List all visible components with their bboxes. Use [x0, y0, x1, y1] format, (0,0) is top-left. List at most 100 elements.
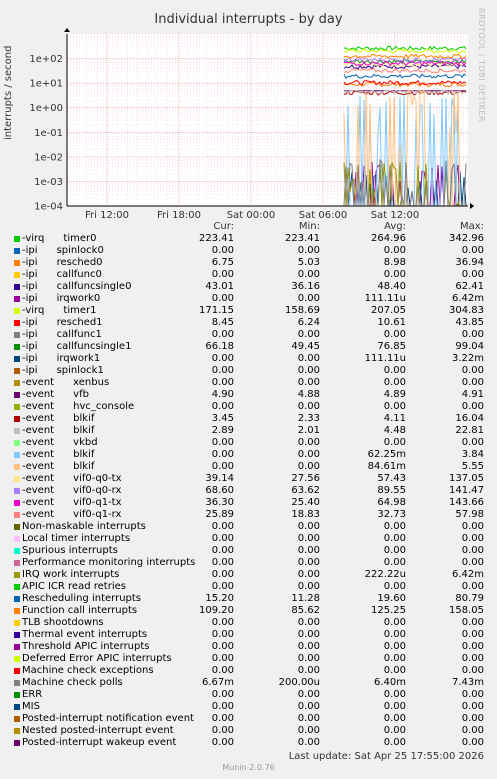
legend-avg-value: 4.11	[383, 413, 406, 424]
legend-label: MIS	[22, 701, 40, 712]
legend-avg-value: 8.98	[383, 257, 406, 268]
y-tick-label: 1e+01	[29, 79, 63, 90]
legend-min-value: 2.01	[297, 425, 320, 436]
legend-cur-value: 36.30	[205, 497, 234, 508]
legend-max-value: 304.83	[449, 305, 484, 316]
legend-max-value: 0.00	[461, 437, 484, 448]
legend-min-value: 0.00	[297, 365, 320, 376]
legend-row: -ipi irqwork0 0.00 0.00 111.11u 6.42m	[14, 293, 484, 305]
legend-min-value: 0.00	[297, 581, 320, 592]
legend-cur-value: 0.00	[211, 437, 234, 448]
legend-swatch	[14, 488, 20, 494]
legend-max-value: 22.81	[455, 425, 484, 436]
legend-min-value: 0.00	[297, 617, 320, 628]
x-tick-label: Sat 12:00	[371, 210, 419, 221]
legend-min-value: 0.00	[297, 269, 320, 280]
legend-cur-value: 68.60	[205, 485, 234, 496]
legend-label: Rescheduling interrupts	[22, 593, 142, 604]
legend-cur-value: 4.90	[211, 389, 234, 400]
legend-cur-value: 0.00	[211, 293, 234, 304]
y-tick-label: 1e+02	[29, 54, 63, 65]
legend-swatch	[14, 500, 20, 506]
legend-swatch	[14, 620, 20, 626]
legend-avg-value: 0.00	[383, 581, 406, 592]
series-line	[343, 89, 467, 96]
legend-avg-value: 0.00	[383, 269, 406, 280]
legend-swatch	[14, 416, 20, 422]
legend-min-value: 0.00	[297, 701, 320, 712]
legend-swatch	[14, 728, 20, 734]
legend-label: Spurious interrupts	[22, 545, 118, 556]
legend-swatch	[14, 428, 20, 434]
legend-label: TLB shootdowns	[22, 617, 104, 628]
legend-swatch	[14, 368, 20, 374]
legend-swatch	[14, 680, 20, 686]
legend-cur-value: 0.00	[211, 521, 234, 532]
legend-row: -ipi spinlock1 0.00 0.00 0.00 0.00	[14, 365, 484, 377]
legend-max-value: 62.41	[455, 281, 484, 292]
legend-row: -event blkif 0.00 0.00 62.25m 3.84	[14, 449, 484, 461]
legend-max-value: 4.91	[461, 389, 484, 400]
legend-label: -event hvc_console	[22, 401, 135, 412]
legend-cur-value: 0.00	[211, 641, 234, 652]
legend-row: -virq timer0 223.41 223.41 264.96 342.96	[14, 233, 484, 245]
legend-avg-value: 0.00	[383, 701, 406, 712]
legend-max-value: 141.47	[449, 485, 484, 496]
legend-max-value: 137.05	[449, 473, 484, 484]
legend-avg-value: 48.40	[377, 281, 406, 292]
y-tick-label: 1e-03	[34, 177, 63, 188]
legend-label: -event blkif	[22, 449, 95, 460]
legend-row: Local timer interrupts 0.00 0.00 0.00 0.00	[14, 533, 484, 545]
legend-label: Performance monitoring interrupts	[22, 557, 196, 568]
legend-cur-value: 0.00	[211, 629, 234, 640]
legend-max-value: 43.85	[455, 317, 484, 328]
legend-swatch	[14, 380, 20, 386]
legend-cur-value: 0.00	[211, 245, 234, 256]
legend-label: -virq timer0	[22, 233, 97, 244]
header-max: Max:	[459, 221, 484, 232]
legend-cur-value: 15.20	[205, 593, 234, 604]
legend-min-value: 0.00	[297, 569, 320, 580]
legend-label: Posted-interrupt notification event	[22, 713, 194, 724]
legend-avg-value: 0.00	[383, 689, 406, 700]
legend-cur-value: 0.00	[211, 617, 234, 628]
legend-label: -event blkif	[22, 461, 95, 472]
legend-label: -ipi callfuncsingle0	[22, 281, 132, 292]
legend-max-value: 6.42m	[451, 293, 484, 304]
chart-title: Individual interrupts - by day	[154, 12, 343, 27]
legend-swatch	[14, 440, 20, 446]
legend-min-value: 0.00	[297, 545, 320, 556]
series-line	[343, 63, 467, 70]
series-line	[344, 94, 466, 207]
legend-cur-value: 223.41	[199, 233, 234, 244]
legend-avg-value: 4.89	[383, 389, 406, 400]
legend-avg-value: 4.48	[383, 425, 406, 436]
legend-row: -ipi spinlock0 0.00 0.00 0.00 0.00	[14, 245, 484, 257]
legend-max-value: 57.98	[455, 509, 484, 520]
legend-row: -event vif0-q1-rx 25.89 18.83 32.73 57.98	[14, 509, 484, 521]
legend-min-value: 0.00	[297, 557, 320, 568]
legend-max-value: 0.00	[461, 737, 484, 748]
legend-max-value: 6.42m	[451, 569, 484, 580]
y-axis-arrow	[64, 28, 70, 32]
legend-min-value: 0.00	[297, 329, 320, 340]
legend-max-value: 0.00	[461, 725, 484, 736]
legend-swatch	[14, 464, 20, 470]
legend-row: -event vfb 4.90 4.88 4.89 4.91	[14, 389, 484, 401]
legend-cur-value: 0.00	[211, 557, 234, 568]
legend-row: -ipi resched1 8.45 6.24 10.61 43.85	[14, 317, 484, 329]
chart-plot: 1e+02 1e+01 1e+00 1e-01 1e-02 1e-03 1e-04 Fri 1…	[29, 28, 474, 221]
legend-cur-value: 39.14	[205, 473, 234, 484]
legend-row: Non-maskable interrupts 0.00 0.00 0.00 0.00	[14, 521, 484, 533]
legend-min-value: 0.00	[297, 641, 320, 652]
legend-row: TLB shootdowns 0.00 0.00 0.00 0.00	[14, 617, 484, 629]
legend-label: -ipi irqwork0	[22, 293, 101, 304]
legend-max-value: 16.04	[455, 413, 484, 424]
last-update: Last update: Sat Apr 25 17:55:00 2026	[288, 751, 484, 762]
legend-min-value: 49.45	[291, 341, 320, 352]
legend-cur-value: 0.00	[211, 449, 234, 460]
legend-label: -ipi callfunc0	[22, 269, 102, 280]
legend-label: Threshold APIC interrupts	[22, 641, 150, 652]
legend-swatch	[14, 512, 20, 518]
series-line	[343, 48, 467, 54]
